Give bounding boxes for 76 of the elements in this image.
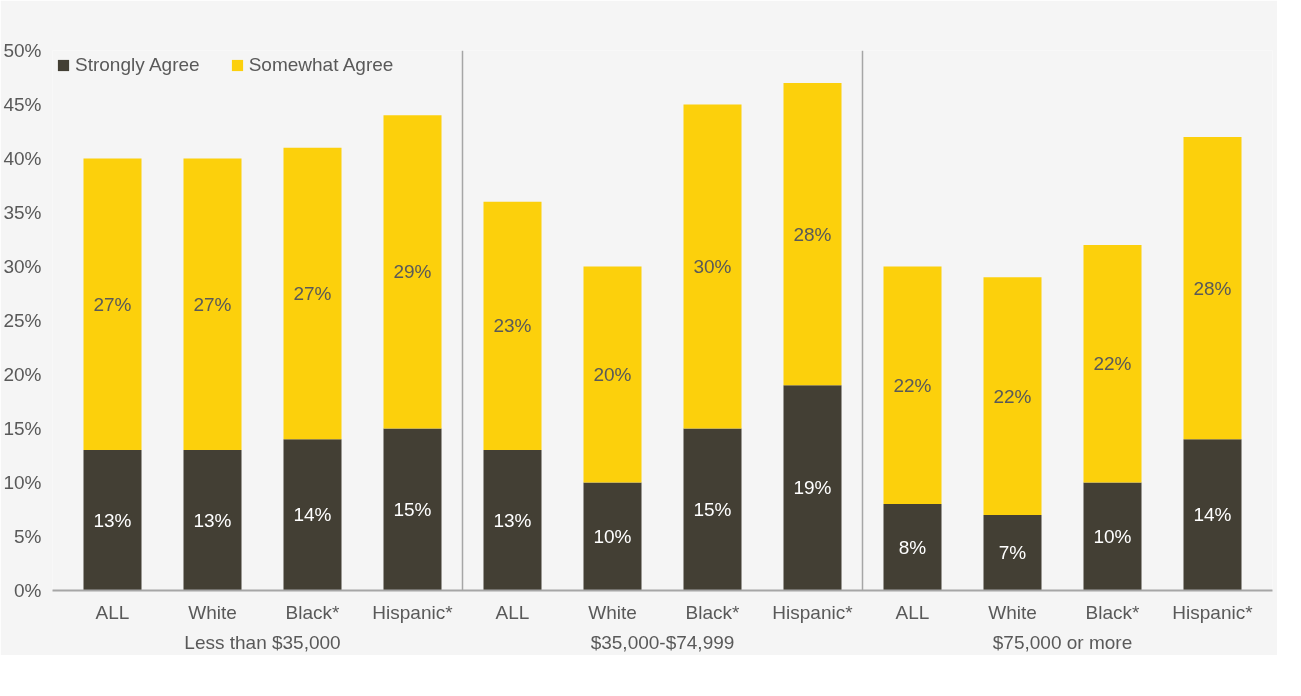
y-tick-label: 45% bbox=[3, 94, 42, 115]
x-tick-label: Hispanic* bbox=[372, 601, 454, 623]
data-label: 14% bbox=[1193, 504, 1232, 526]
data-label: 13% bbox=[93, 509, 132, 531]
bar bbox=[483, 201, 542, 451]
x-tick-label: White bbox=[588, 601, 637, 623]
bar bbox=[183, 158, 242, 451]
data-label: 10% bbox=[593, 526, 632, 547]
bar bbox=[883, 266, 942, 505]
data-label: 15% bbox=[393, 499, 432, 520]
y-tick-label: 5% bbox=[14, 526, 42, 547]
data-label: 27% bbox=[93, 293, 132, 315]
data-label: 22% bbox=[893, 374, 932, 396]
bar bbox=[1083, 244, 1142, 483]
bar bbox=[883, 504, 942, 591]
y-tick-label: 0% bbox=[14, 580, 42, 601]
x-tick-label: Black* bbox=[1085, 601, 1141, 623]
bar bbox=[583, 266, 642, 483]
bar bbox=[683, 428, 742, 591]
data-label: 8% bbox=[898, 536, 927, 558]
data-label: 22% bbox=[1093, 353, 1132, 375]
bar bbox=[983, 514, 1042, 591]
data-label: 7% bbox=[998, 542, 1027, 564]
text: Less than $35,000 bbox=[184, 631, 341, 653]
bar bbox=[83, 450, 142, 591]
y-tick-label: 10% bbox=[3, 472, 42, 493]
bar bbox=[1083, 482, 1142, 591]
bar bbox=[483, 450, 542, 591]
x-tick-label: Black* bbox=[685, 601, 741, 623]
x-tick-label: ALL bbox=[95, 601, 130, 623]
x-tick-label: ALL bbox=[895, 601, 930, 623]
y-tick-label: 35% bbox=[3, 202, 42, 223]
data-label: 10% bbox=[1093, 526, 1132, 547]
bar bbox=[783, 82, 842, 386]
bar bbox=[1183, 136, 1242, 440]
y-tick-label: 30% bbox=[3, 256, 42, 277]
bar bbox=[283, 439, 342, 591]
y-tick-label: 20% bbox=[3, 364, 42, 385]
legend-label: Somewhat Agree bbox=[248, 54, 394, 76]
x-tick-label: ALL bbox=[495, 601, 530, 623]
bar bbox=[183, 450, 242, 591]
bar bbox=[783, 385, 842, 591]
data-label: 23% bbox=[493, 315, 532, 337]
data-label: 15% bbox=[693, 499, 732, 520]
data-label: 28% bbox=[1193, 277, 1232, 299]
text: $35,000-$74,999 bbox=[590, 631, 735, 653]
x-tick-label: Hispanic* bbox=[1172, 601, 1254, 623]
bar bbox=[383, 115, 442, 429]
bar bbox=[83, 158, 142, 451]
bar bbox=[583, 482, 642, 591]
data-label: 20% bbox=[593, 364, 632, 385]
data-label: 13% bbox=[493, 509, 532, 531]
y-tick-label: 50% bbox=[3, 40, 42, 61]
bar bbox=[383, 428, 442, 591]
x-tick-label: Black* bbox=[285, 601, 341, 623]
y-tick-label: 25% bbox=[3, 310, 42, 331]
legend-label: Strongly Agree bbox=[75, 54, 200, 76]
bar bbox=[1183, 439, 1242, 591]
bar bbox=[683, 104, 742, 429]
x-tick-label: Hispanic* bbox=[772, 601, 854, 623]
data-label: 28% bbox=[793, 223, 832, 245]
y-tick-label: 40% bbox=[3, 148, 42, 169]
data-label: 14% bbox=[293, 504, 332, 526]
data-label: 27% bbox=[193, 293, 232, 315]
x-tick-label: White bbox=[188, 601, 237, 623]
x-tick-label: White bbox=[988, 601, 1037, 623]
data-label: 27% bbox=[293, 283, 332, 304]
data-label: 22% bbox=[993, 385, 1032, 407]
data-label: 13% bbox=[193, 509, 232, 531]
bar bbox=[983, 277, 1042, 515]
data-label: 19% bbox=[793, 477, 832, 499]
data-label: 29% bbox=[393, 261, 432, 283]
y-tick-label: 15% bbox=[3, 418, 42, 439]
bar bbox=[283, 147, 342, 440]
data-label: 30% bbox=[693, 256, 732, 277]
text: $75,000 or more bbox=[992, 631, 1133, 653]
